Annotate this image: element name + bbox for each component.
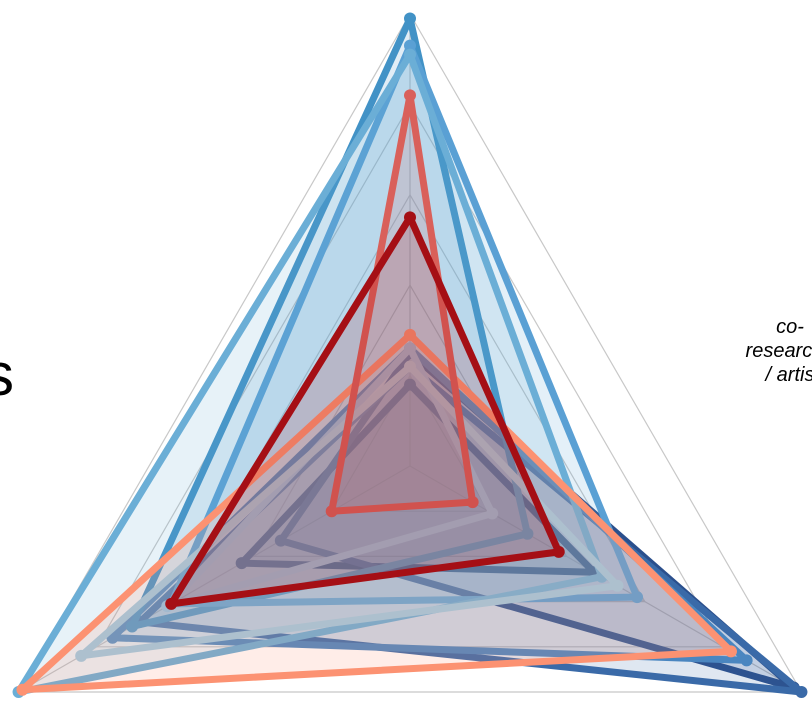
series-5-point-1 [631, 591, 644, 604]
grid-ring-1 [330, 374, 490, 512]
series-5-point-0 [404, 39, 416, 52]
series-9-point-2 [16, 683, 29, 696]
series-11-point-2 [165, 597, 178, 610]
axis-label-line: / artis [764, 364, 812, 386]
series-8-point-0 [404, 360, 416, 373]
series-3-point-1 [740, 654, 753, 667]
axis-label-right: co-researche/ artis [746, 316, 812, 386]
series-9-point-1 [724, 645, 737, 658]
series-10-point-2 [325, 505, 338, 518]
series-7-point-1 [486, 507, 499, 520]
series-4-point-0 [404, 12, 416, 25]
series-8-point-1 [611, 579, 624, 592]
series-9-point-0 [404, 328, 416, 341]
series-7-point-0 [404, 342, 416, 355]
series-4-point-2 [126, 620, 139, 633]
series-11-polygon [167, 213, 563, 608]
series-4-point-1 [521, 527, 534, 540]
axis-labels: co-researche/ artis s [0, 316, 812, 408]
series-10-polygon [328, 91, 477, 515]
series-11-point-0 [404, 211, 416, 224]
radar-series [12, 12, 808, 698]
series-10-point-1 [466, 496, 479, 509]
series-8-point-2 [75, 649, 88, 662]
series-2-point-1 [795, 686, 808, 698]
series-10-point-0 [404, 89, 416, 102]
series-11-point-1 [552, 545, 565, 558]
series-0-point-0 [404, 378, 416, 391]
axis-label-left: s [0, 341, 14, 408]
grid-ring-5 [17, 12, 803, 693]
axis-label-line: co- [776, 316, 804, 338]
series-1-point-2 [274, 534, 287, 547]
series-0-point-2 [235, 557, 248, 570]
axis-label-line: researche [746, 340, 812, 362]
series-6-point-0 [404, 48, 416, 61]
